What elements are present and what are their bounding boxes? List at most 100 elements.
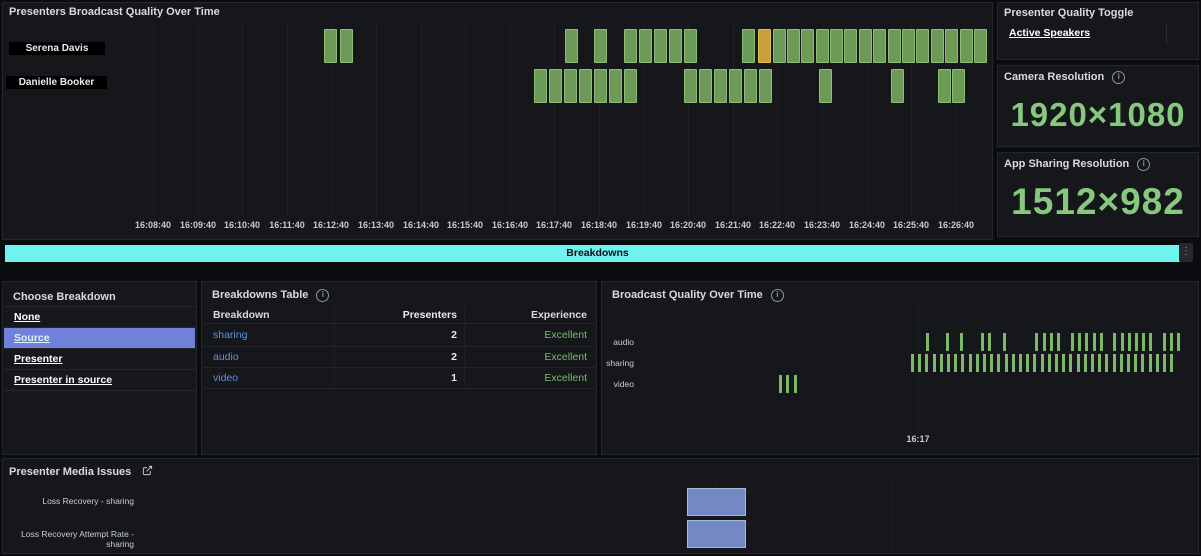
timeline-bar-good[interactable] — [609, 69, 622, 103]
quality-tick-sharing[interactable] — [1127, 354, 1130, 372]
timeline-bar-good[interactable] — [801, 29, 814, 63]
quality-tick-audio[interactable] — [1170, 333, 1173, 351]
quality-tick-sharing[interactable] — [1012, 354, 1015, 372]
timeline-bar-good[interactable] — [891, 69, 904, 103]
quality-tick-sharing[interactable] — [954, 354, 957, 372]
table-row[interactable]: video 1 Excellent — [203, 367, 595, 389]
timeline-bar-good[interactable] — [669, 29, 682, 63]
timeline-bar-good[interactable] — [699, 69, 712, 103]
quality-tick-sharing[interactable] — [947, 354, 950, 372]
media-issue-bar[interactable] — [687, 520, 746, 548]
quality-tick-audio[interactable] — [1177, 333, 1180, 351]
timeline-bar-good[interactable] — [759, 69, 772, 103]
quality-tick-sharing[interactable] — [1077, 354, 1080, 372]
quality-tick-audio[interactable] — [1121, 333, 1124, 351]
active-speakers-link[interactable]: Active Speakers — [1009, 27, 1091, 39]
timeline-bar-good[interactable] — [624, 69, 637, 103]
quality-tick-sharing[interactable] — [983, 354, 986, 372]
quality-tick-sharing[interactable] — [1149, 354, 1152, 372]
quality-tick-audio[interactable] — [946, 333, 949, 351]
quality-tick-audio[interactable] — [1113, 333, 1116, 351]
quality-tick-audio[interactable] — [1071, 333, 1074, 351]
quality-tick-sharing[interactable] — [969, 354, 972, 372]
timeline-bar-good[interactable] — [534, 69, 547, 103]
quality-tick-video[interactable] — [786, 375, 789, 393]
media-issue-bar[interactable] — [687, 488, 746, 516]
breakdown-option-none[interactable]: None — [4, 307, 195, 328]
quality-tick-sharing[interactable] — [976, 354, 979, 372]
timeline-bar-good[interactable] — [624, 29, 637, 63]
timeline-bar-good[interactable] — [960, 29, 973, 63]
quality-tick-sharing[interactable] — [940, 354, 943, 372]
quality-tick-sharing[interactable] — [1069, 354, 1072, 372]
cell-breakdown[interactable]: sharing — [213, 328, 248, 341]
quality-tick-audio[interactable] — [1093, 333, 1096, 351]
quality-tick-audio[interactable] — [926, 333, 929, 351]
info-icon[interactable]: i — [1137, 158, 1151, 171]
quality-tick-video[interactable] — [779, 375, 782, 393]
quality-tick-sharing[interactable] — [961, 354, 964, 372]
timeline-bar-good[interactable] — [654, 29, 667, 63]
timeline-bar-good[interactable] — [639, 29, 652, 63]
quality-tick-sharing[interactable] — [925, 354, 928, 372]
timeline-bar-good[interactable] — [844, 29, 857, 63]
cell-breakdown[interactable]: audio — [213, 350, 239, 363]
timeline-bar-good[interactable] — [873, 29, 886, 63]
quality-tick-sharing[interactable] — [1141, 354, 1144, 372]
quality-tick-audio[interactable] — [981, 333, 984, 351]
timeline-bar-good[interactable] — [564, 69, 577, 103]
quality-tick-audio[interactable] — [1100, 333, 1103, 351]
quality-tick-sharing[interactable] — [1091, 354, 1094, 372]
quality-tick-sharing[interactable] — [990, 354, 993, 372]
timeline-bar-good[interactable] — [773, 29, 786, 63]
timeline-bar-good[interactable] — [729, 69, 742, 103]
breakdowns-button[interactable]: Breakdowns — [5, 245, 1190, 262]
quality-tick-audio[interactable] — [988, 333, 991, 351]
quality-tick-audio[interactable] — [1085, 333, 1088, 351]
timeline-bar-good[interactable] — [816, 29, 829, 63]
quality-tick-audio[interactable] — [1149, 333, 1152, 351]
quality-tick-sharing[interactable] — [1026, 354, 1029, 372]
timeline-bar-good[interactable] — [974, 29, 987, 63]
breakdown-option-presenter-in-source[interactable]: Presenter in source — [4, 370, 195, 391]
timeline-bar-good[interactable] — [594, 69, 607, 103]
timeline-bar-good[interactable] — [859, 29, 872, 63]
timeline-bar-good[interactable] — [340, 29, 353, 63]
quality-tick-audio[interactable] — [1057, 333, 1060, 351]
timeline-bar-good[interactable] — [931, 29, 944, 63]
table-row[interactable]: audio 2 Excellent — [203, 346, 595, 368]
quality-tick-sharing[interactable] — [1048, 354, 1051, 372]
quality-tick-sharing[interactable] — [1098, 354, 1101, 372]
info-icon[interactable]: i — [770, 289, 784, 302]
timeline-bar-good[interactable] — [684, 69, 697, 103]
timeline-bar-good[interactable] — [945, 29, 958, 63]
quality-tick-sharing[interactable] — [1113, 354, 1116, 372]
quality-tick-video[interactable] — [794, 375, 797, 393]
info-icon[interactable]: i — [1112, 71, 1126, 84]
breakdown-option-source[interactable]: Source — [4, 328, 195, 349]
quality-tick-audio[interactable] — [1043, 333, 1046, 351]
quality-tick-sharing[interactable] — [1019, 354, 1022, 372]
quality-tick-audio[interactable] — [1078, 333, 1081, 351]
quality-tick-sharing[interactable] — [1105, 354, 1108, 372]
info-icon[interactable]: i — [316, 289, 330, 302]
quality-tick-sharing[interactable] — [1055, 354, 1058, 372]
quality-tick-sharing[interactable] — [1033, 354, 1036, 372]
timeline-bar-good[interactable] — [565, 29, 578, 63]
timeline-bar-good[interactable] — [579, 69, 592, 103]
quality-tick-sharing[interactable] — [1170, 354, 1173, 372]
quality-tick-sharing[interactable] — [1120, 354, 1123, 372]
timeline-bar-good[interactable] — [938, 69, 951, 103]
timeline-bar-good[interactable] — [952, 69, 965, 103]
kebab-menu-icon[interactable]: ⋮ — [1179, 243, 1193, 262]
timeline-bar-good[interactable] — [744, 69, 757, 103]
external-link-icon[interactable] — [142, 465, 153, 476]
timeline-bar-good[interactable] — [549, 69, 562, 103]
quality-tick-sharing[interactable] — [933, 354, 936, 372]
timeline-bar-good[interactable] — [888, 29, 901, 63]
quality-tick-audio[interactable] — [1135, 333, 1138, 351]
timeline-bar-good[interactable] — [594, 29, 607, 63]
quality-tick-audio[interactable] — [960, 333, 963, 351]
timeline-bar-good[interactable] — [819, 69, 832, 103]
timeline-bar-good[interactable] — [902, 29, 915, 63]
